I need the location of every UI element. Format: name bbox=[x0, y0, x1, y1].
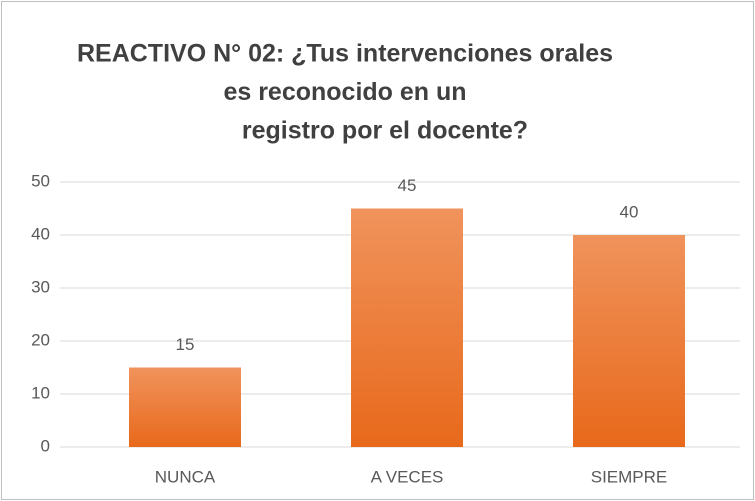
x-tick-label: SIEMPRE bbox=[591, 467, 668, 486]
x-tick-label: A VECES bbox=[371, 467, 444, 486]
x-tick-label: NUNCA bbox=[155, 467, 216, 486]
bar bbox=[129, 367, 241, 447]
y-tick-label: 0 bbox=[41, 436, 50, 455]
chart-title: REACTIVO N° 02: ¿Tus intervenciones oral… bbox=[77, 40, 613, 68]
y-tick-label: 50 bbox=[31, 171, 50, 190]
y-tick-label: 30 bbox=[31, 277, 50, 296]
data-label: 40 bbox=[620, 202, 639, 221]
chart-title: es reconocido en un bbox=[223, 78, 466, 106]
y-tick-label: 20 bbox=[31, 330, 50, 349]
y-tick-label: 40 bbox=[31, 224, 50, 243]
data-label: 15 bbox=[176, 335, 195, 354]
chart-title: registro por el docente? bbox=[242, 117, 528, 145]
y-tick-label: 10 bbox=[31, 383, 50, 402]
bar bbox=[573, 235, 685, 447]
bar bbox=[351, 208, 463, 447]
data-label: 45 bbox=[398, 176, 417, 195]
